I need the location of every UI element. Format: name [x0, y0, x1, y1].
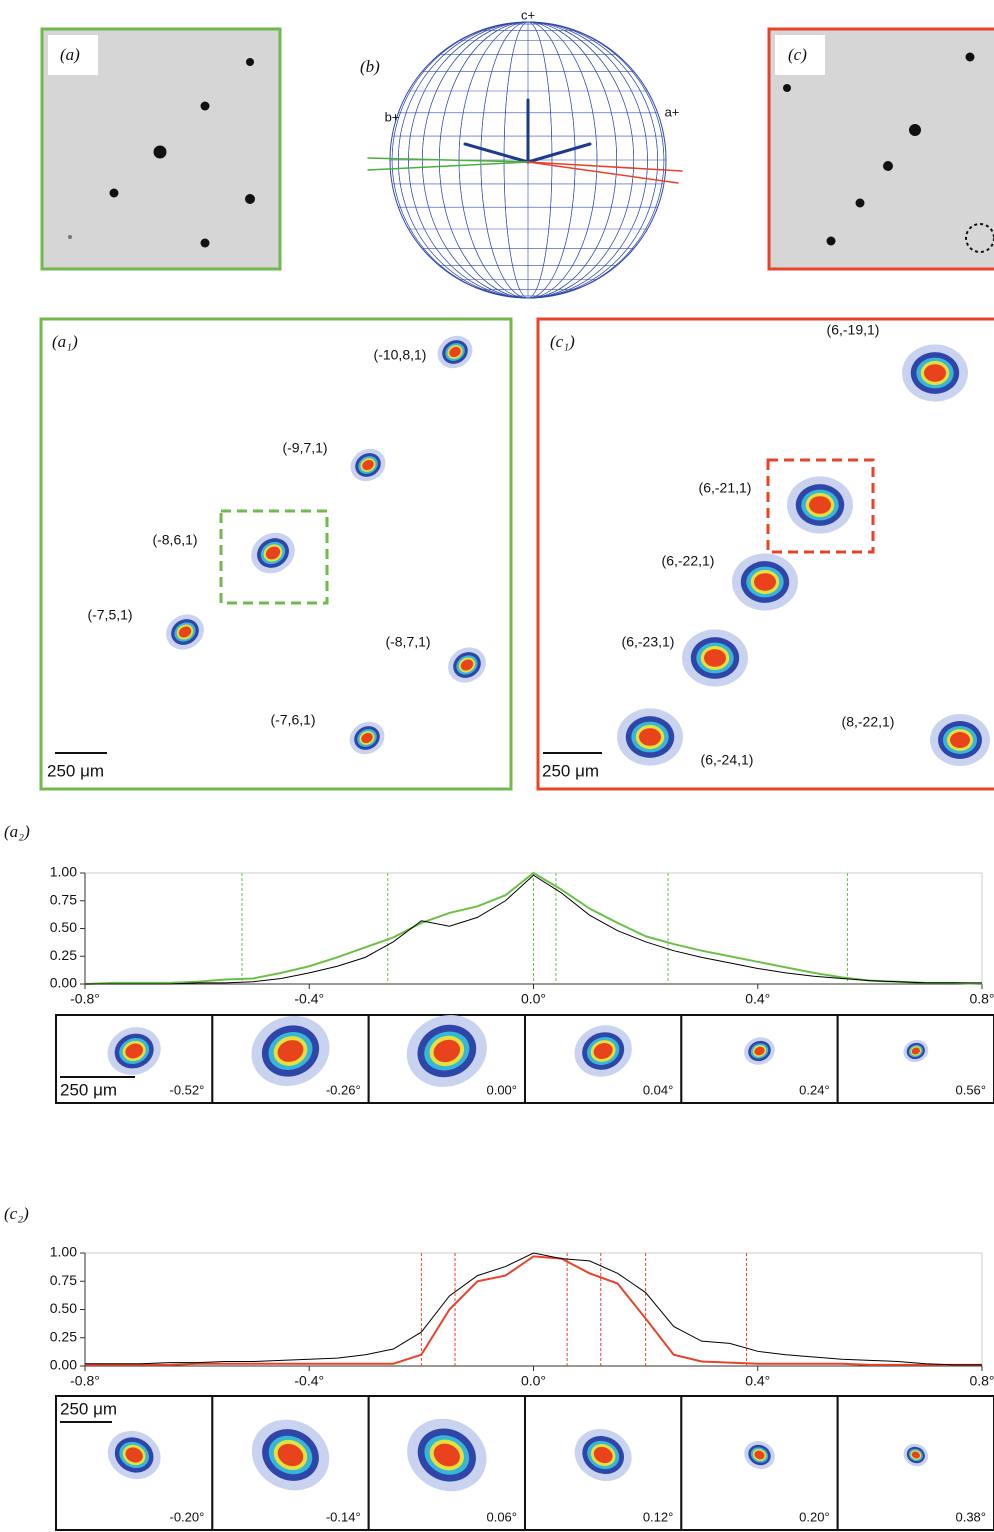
scale-label: 250 μm — [542, 761, 599, 780]
reflection-image — [682, 629, 748, 686]
x-tick-label: -0.8° — [70, 991, 100, 1007]
reflection-image — [902, 344, 968, 401]
axis-label: c+ — [521, 7, 535, 22]
x-tick-label: 0.0° — [521, 991, 546, 1007]
x-tick-label: 0.8° — [969, 1373, 994, 1389]
reflection-image — [732, 553, 798, 610]
plot-area — [85, 1253, 982, 1366]
axis-label: a+ — [665, 104, 680, 119]
reflection-image — [617, 708, 683, 765]
thumbnail-angle: 0.06° — [486, 1509, 517, 1524]
thumbnail-angle: -0.26° — [326, 1082, 361, 1097]
intensity-level — [924, 364, 946, 382]
x-tick-label: -0.4° — [294, 1373, 324, 1389]
scale-label: 250 μm — [60, 1399, 117, 1418]
y-tick-label: 0.00 — [50, 975, 77, 991]
reflection-label: (-10,8,1) — [374, 347, 427, 363]
y-tick-label: 0.25 — [50, 947, 77, 963]
series-line — [85, 1253, 982, 1365]
x-tick-label: 0.0° — [521, 1373, 546, 1389]
intensity-level — [809, 496, 831, 514]
figure: (a) (c) (b) c+ b+ a+ (a₁) (-10,8,1) (-9,… — [0, 0, 994, 1532]
y-tick-label: 0.25 — [50, 1328, 77, 1344]
panel-label: (a) — [60, 45, 80, 64]
y-tick-label: 0.75 — [50, 891, 77, 907]
thumbnail-angle: 0.38° — [955, 1509, 986, 1524]
scale-label: 250 μm — [47, 761, 104, 780]
reflection-image — [930, 714, 990, 766]
x-tick-label: 0.4° — [745, 1373, 770, 1389]
y-tick-label: 0.75 — [50, 1272, 77, 1288]
reflection-image — [344, 715, 391, 760]
panel-label: (c₂) — [4, 1204, 29, 1223]
thumbnail-angle: -0.52° — [169, 1082, 204, 1097]
panel-label: (c₁) — [550, 332, 575, 351]
reflection-label: (-9,7,1) — [282, 440, 327, 456]
reflection-image — [432, 329, 479, 374]
reflection-label: (8,-22,1) — [842, 714, 895, 730]
intensity-level — [754, 573, 776, 591]
panel-label: (c) — [788, 45, 807, 64]
reflection-image — [244, 525, 302, 581]
y-tick-label: 0.00 — [50, 1357, 77, 1373]
scale-label: 250 μm — [60, 1080, 117, 1099]
series-line — [85, 1256, 982, 1364]
thumbnail-angle: -0.14° — [326, 1509, 361, 1524]
intensity-level — [639, 728, 661, 746]
reflection-label: (6,-23,1) — [622, 634, 675, 650]
y-tick-label: 0.50 — [50, 919, 77, 935]
thumbnail-angle: 0.04° — [643, 1082, 674, 1097]
y-tick-label: 0.50 — [50, 1300, 77, 1316]
reflection-label: (6,-19,1) — [827, 322, 880, 338]
thumbnail-angle: -0.20° — [169, 1509, 204, 1524]
x-tick-label: -0.8° — [70, 1373, 100, 1389]
reflection-label: (6,-21,1) — [699, 480, 752, 496]
crystal-axes — [368, 100, 682, 183]
panel-label: (b) — [360, 57, 380, 76]
intensity-level — [704, 649, 726, 667]
y-tick-label: 1.00 — [50, 1244, 77, 1260]
axis-label: b+ — [385, 109, 400, 124]
reflection-image — [160, 608, 211, 657]
thumbnail-angle: 0.00° — [486, 1082, 517, 1097]
thumbnail-angle: 0.12° — [643, 1509, 674, 1524]
y-tick-label: 1.00 — [50, 864, 77, 880]
reflection-label: (-7,5,1) — [87, 607, 132, 623]
thumbnail-angle: 0.20° — [799, 1509, 830, 1524]
reflection-image — [442, 641, 493, 690]
reflection-image — [345, 442, 392, 487]
panel-label: (a₂) — [4, 822, 30, 841]
reflection-label: (6,-24,1) — [701, 752, 754, 768]
reflection-label: (6,-22,1) — [662, 553, 715, 569]
reflection-image — [787, 476, 853, 533]
thumbnail-angle: 0.56° — [955, 1082, 986, 1097]
x-tick-label: -0.4° — [294, 991, 324, 1007]
thumbnail-angle: 0.24° — [799, 1082, 830, 1097]
x-tick-label: 0.8° — [969, 991, 994, 1007]
reflection-label: (-8,6,1) — [152, 532, 197, 548]
intensity-level — [950, 732, 970, 748]
panel-label: (a₁) — [52, 332, 78, 351]
reflection-label: (-7,6,1) — [270, 712, 315, 728]
x-tick-label: 0.4° — [745, 991, 770, 1007]
reflection-label: (-8,7,1) — [385, 634, 430, 650]
